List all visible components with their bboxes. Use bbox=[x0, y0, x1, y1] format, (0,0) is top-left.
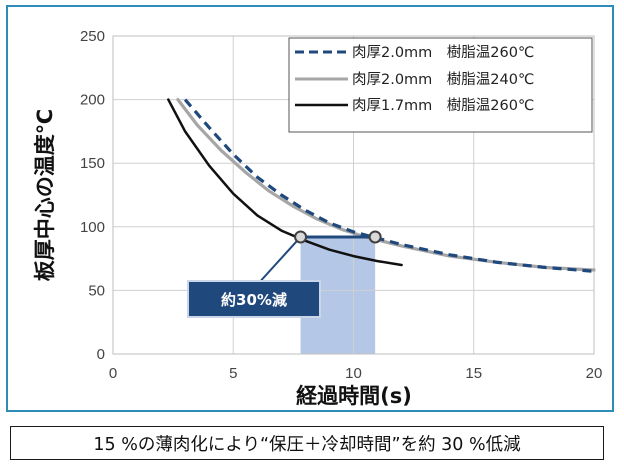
y-tick-label: 0 bbox=[97, 346, 105, 363]
annotation-callout: 約30%減 bbox=[188, 281, 320, 317]
chart-frame: 0 5 10 15 20 0 50 100 150 200 250 板厚中心の温度℃ 経過時間(s)… bbox=[6, 5, 614, 412]
y-tick-label: 250 bbox=[80, 28, 105, 45]
marker-point-2 bbox=[370, 231, 381, 242]
marker-point-1 bbox=[295, 231, 306, 242]
x-tick-label: 15 bbox=[465, 365, 482, 382]
legend: 肉厚2.0mm 樹脂温260℃ 肉厚2.0mm 樹脂温240℃ 肉厚1.7mm … bbox=[289, 38, 592, 132]
y-tick-label: 100 bbox=[80, 219, 105, 236]
annotation-text: 約30%減 bbox=[221, 291, 287, 309]
x-tick-label: 5 bbox=[229, 365, 237, 382]
x-axis-label: 経過時間(s) bbox=[296, 384, 412, 408]
legend-label-series-1: 肉厚2.0mm 樹脂温260℃ bbox=[352, 44, 534, 61]
caption-text: 15 %の薄肉化により“保圧＋冷却時間”を約 30 %低減 bbox=[93, 431, 520, 456]
x-tick-label: 10 bbox=[345, 365, 362, 382]
legend-label-series-2: 肉厚2.0mm 樹脂温240℃ bbox=[352, 71, 534, 88]
y-axis-label: 板厚中心の温度℃ bbox=[33, 109, 57, 281]
caption-box: 15 %の薄肉化により“保圧＋冷却時間”を約 30 %低減 bbox=[10, 426, 604, 460]
x-tick-label: 20 bbox=[586, 365, 603, 382]
y-tick-label: 50 bbox=[88, 282, 105, 299]
x-tick-label: 0 bbox=[109, 365, 117, 382]
legend-label-series-3: 肉厚1.7mm 樹脂温260℃ bbox=[352, 97, 534, 114]
y-tick-label: 200 bbox=[80, 92, 105, 109]
y-tick-label: 150 bbox=[80, 155, 105, 172]
